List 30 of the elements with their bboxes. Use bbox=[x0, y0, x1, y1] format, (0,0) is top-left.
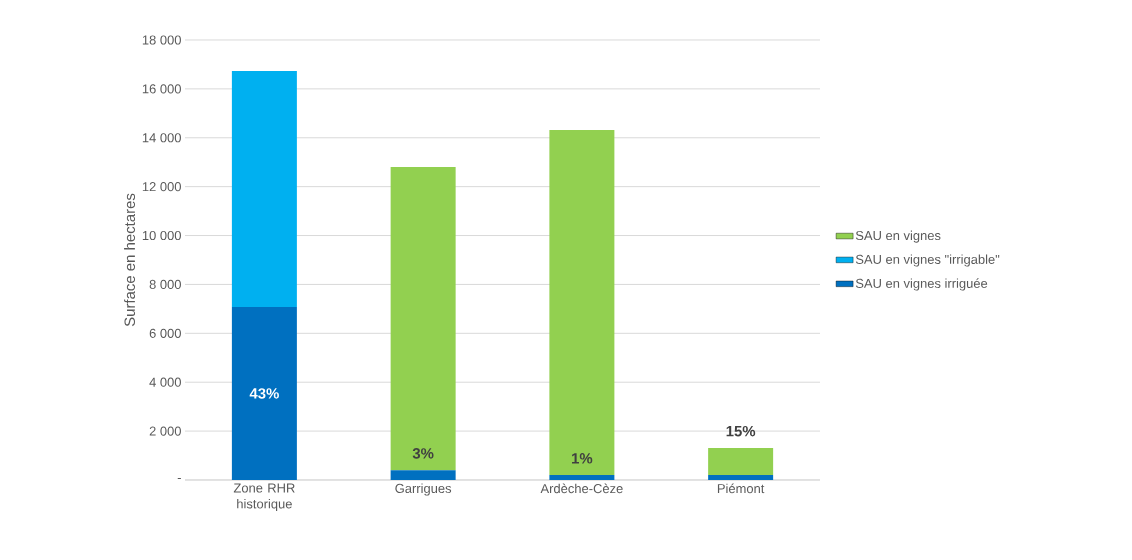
legend-label: SAU en vignes "irrigable" bbox=[855, 254, 1000, 267]
y-tick-label: 2 000 bbox=[149, 426, 181, 436]
bar bbox=[708, 475, 774, 480]
bar bbox=[390, 167, 456, 471]
y-axis-title: Surface en hectares bbox=[124, 193, 136, 327]
annotation: 43% bbox=[249, 388, 279, 399]
x-tick-label: Piémont bbox=[717, 483, 765, 494]
annotation: 15% bbox=[726, 425, 756, 437]
bar bbox=[549, 475, 615, 480]
y-tick-label: 10 000 bbox=[142, 230, 181, 241]
y-tick-label: - bbox=[177, 478, 181, 480]
bar bbox=[231, 306, 297, 480]
y-tick-label: 4 000 bbox=[149, 377, 181, 387]
y-tick-label: 6 000 bbox=[149, 328, 181, 338]
bar bbox=[549, 129, 615, 476]
legend-label: SAU en vignes bbox=[855, 230, 941, 243]
y-tick-label: 18 000 bbox=[142, 35, 181, 45]
annotation: 3% bbox=[412, 448, 434, 459]
x-tick-label: Garrigues bbox=[395, 483, 452, 496]
y-tick-label: 8 000 bbox=[149, 279, 181, 290]
y-tick-label: 16 000 bbox=[142, 84, 181, 94]
x-tick-label: Zone RHR historique bbox=[233, 483, 295, 512]
bar bbox=[708, 447, 774, 476]
legend-label: SAU en vignes irriguée bbox=[855, 278, 988, 291]
annotation: 1% bbox=[572, 453, 593, 464]
x-tick-label: Ardèche-Cèze bbox=[540, 483, 623, 494]
y-tick-label: 12 000 bbox=[142, 182, 181, 192]
bar bbox=[390, 470, 456, 480]
y-tick-label: 14 000 bbox=[142, 133, 181, 143]
bar bbox=[231, 71, 297, 307]
